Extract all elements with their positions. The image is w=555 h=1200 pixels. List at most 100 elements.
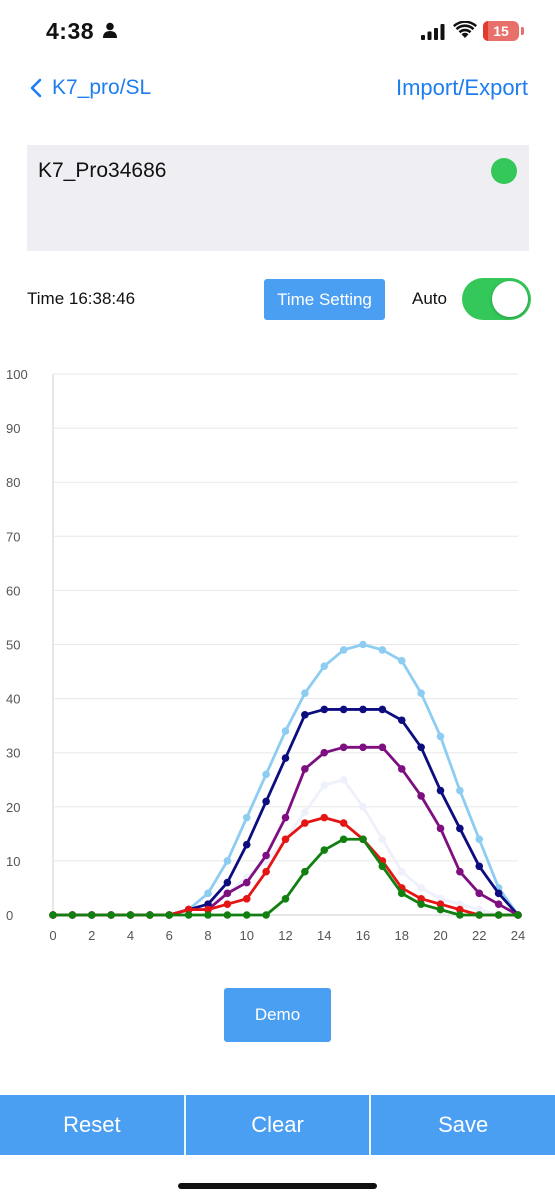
x-tick-label: 16 xyxy=(356,928,370,943)
series-point xyxy=(475,835,484,844)
device-card[interactable]: K7_Pro34686 xyxy=(27,145,529,251)
series-point xyxy=(281,835,290,844)
series-point xyxy=(107,911,115,919)
series-point xyxy=(436,905,445,914)
y-tick-label: 70 xyxy=(6,529,20,544)
save-button[interactable]: Save xyxy=(438,1112,489,1137)
series-point xyxy=(436,894,445,903)
series-point xyxy=(397,867,406,876)
demo-button[interactable]: Demo xyxy=(224,988,331,1042)
chart-grid xyxy=(52,373,518,916)
status-time: 4:38 xyxy=(46,18,95,44)
series-point xyxy=(475,862,484,871)
series-point xyxy=(223,878,232,887)
series-point xyxy=(262,911,270,919)
x-tick-label: 12 xyxy=(278,928,292,943)
series-point xyxy=(301,711,309,719)
series-1 xyxy=(49,640,522,919)
series-point xyxy=(223,900,232,908)
series-point xyxy=(339,743,348,752)
series-point xyxy=(494,889,503,898)
battery-level xyxy=(483,21,489,41)
chart-y-ticks: 0 10 20 30 40 50 60 70 80 90 100 xyxy=(6,367,28,923)
y-tick-label: 40 xyxy=(6,692,20,707)
y-tick-label: 0 xyxy=(6,908,13,923)
series-point xyxy=(359,803,367,811)
series-point xyxy=(204,889,212,898)
device-name: K7_Pro34686 xyxy=(38,159,167,182)
series-point xyxy=(223,889,232,898)
series-point xyxy=(87,911,96,919)
series-point xyxy=(456,867,464,876)
x-tick-label: 20 xyxy=(433,928,447,943)
series-point xyxy=(281,894,290,903)
series-line xyxy=(53,837,518,917)
wifi-icon xyxy=(453,21,477,38)
back-button[interactable]: K7_pro/SL xyxy=(30,76,151,100)
y-tick-label: 80 xyxy=(6,475,20,490)
series-point xyxy=(417,894,425,903)
x-tick-label: 24 xyxy=(511,928,525,943)
time-setting-button[interactable]: Time Setting xyxy=(264,279,385,320)
series-point xyxy=(223,857,232,865)
series-point xyxy=(397,656,406,665)
series-point xyxy=(262,851,270,860)
current-time-label: Time 16:38:46 xyxy=(27,289,136,308)
series-point xyxy=(320,662,329,670)
series-point xyxy=(475,905,484,914)
series-point xyxy=(359,640,367,649)
series-point xyxy=(242,894,251,903)
series-point xyxy=(436,732,445,741)
series-point xyxy=(242,878,251,887)
light-curve-chart[interactable]: 0 10 20 30 40 50 60 70 80 90 100 0 2 4 6 8 10 12 14 16 18 20… xyxy=(0,360,555,950)
series-point xyxy=(436,900,445,908)
divider xyxy=(183,1095,186,1155)
auto-toggle[interactable] xyxy=(462,278,531,320)
y-tick-label: 100 xyxy=(6,367,28,382)
series-point xyxy=(281,754,290,762)
series-point xyxy=(397,889,406,898)
series-point xyxy=(262,797,270,806)
divider xyxy=(369,1095,372,1155)
series-point xyxy=(126,911,135,919)
series-point xyxy=(339,705,348,714)
series-point xyxy=(320,846,329,854)
series-point xyxy=(223,911,232,919)
chart-series xyxy=(49,640,522,919)
import-export-button[interactable]: Import/Export xyxy=(395,75,528,100)
series-point xyxy=(417,792,425,800)
series-point xyxy=(204,900,212,908)
series-point xyxy=(184,911,193,919)
series-point xyxy=(242,840,251,849)
series-point xyxy=(436,824,445,833)
series-point xyxy=(339,835,348,844)
series-point xyxy=(475,911,484,919)
series-point xyxy=(339,646,348,654)
series-point xyxy=(339,775,348,784)
series-point xyxy=(301,808,309,817)
series-point xyxy=(378,743,387,752)
clear-button[interactable]: Clear xyxy=(251,1112,304,1137)
battery-icon: 15 xyxy=(483,21,519,41)
series-point xyxy=(456,786,464,795)
series-point xyxy=(378,835,387,844)
series-line xyxy=(53,708,520,917)
x-tick-label: 8 xyxy=(204,928,211,943)
x-tick-label: 22 xyxy=(472,928,486,943)
auto-toggle-knob xyxy=(492,281,528,317)
person-icon xyxy=(103,22,117,38)
series-point xyxy=(320,748,329,757)
series-point xyxy=(397,765,406,773)
reset-button[interactable]: Reset xyxy=(63,1112,121,1137)
y-tick-label: 30 xyxy=(6,746,20,761)
series-point xyxy=(242,813,251,822)
x-tick-label: 4 xyxy=(127,928,134,943)
series-point xyxy=(378,862,387,871)
series-point xyxy=(359,835,367,844)
x-tick-label: 2 xyxy=(88,928,95,943)
series-point xyxy=(359,743,367,752)
x-tick-label: 14 xyxy=(317,928,331,943)
series-point xyxy=(514,911,522,919)
series-point xyxy=(204,911,212,919)
